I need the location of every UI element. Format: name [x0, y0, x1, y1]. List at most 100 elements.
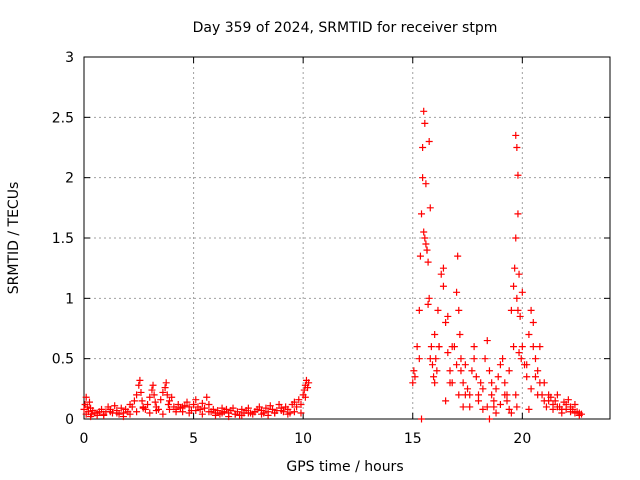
- data-point: [119, 413, 127, 421]
- axis-ticks: 0 5 10 15 20 0 0.5 1 1.5 2 2.5 3: [52, 50, 610, 447]
- data-point: [425, 294, 433, 302]
- data-point: [83, 403, 91, 411]
- data-point: [411, 373, 419, 381]
- data-point: [262, 404, 270, 412]
- data-point: [146, 409, 154, 417]
- data-point: [111, 402, 119, 410]
- data-point: [424, 258, 432, 266]
- x-axis-label: GPS time / hours: [286, 459, 403, 475]
- data-point: [185, 403, 193, 411]
- data-point: [297, 409, 305, 417]
- data-point: [126, 410, 134, 418]
- data-point: [421, 119, 429, 127]
- data-point: [304, 384, 312, 392]
- data-point: [418, 210, 426, 218]
- data-point: [238, 411, 246, 419]
- data-point: [442, 318, 450, 326]
- data-point: [420, 228, 428, 236]
- data-point: [424, 300, 432, 308]
- data-point: [161, 384, 169, 392]
- data-point: [564, 396, 572, 404]
- y-tick-label: 2: [65, 171, 74, 187]
- data-point: [507, 409, 515, 417]
- data-point: [475, 391, 482, 399]
- data-point: [409, 379, 417, 387]
- data-point: [205, 408, 213, 416]
- data-point: [461, 391, 469, 399]
- data-point: [164, 401, 172, 409]
- data-point: [529, 343, 537, 351]
- data-point: [510, 343, 518, 351]
- data-point: [512, 391, 520, 399]
- data-point: [571, 409, 579, 417]
- data-point: [485, 367, 493, 375]
- plot-frame: [83, 56, 611, 420]
- data-point: [157, 396, 165, 404]
- data-point: [483, 403, 491, 411]
- data-point: [461, 361, 469, 369]
- y-tick-label: 3: [65, 50, 74, 66]
- data-point: [218, 409, 226, 417]
- data-point: [162, 379, 170, 387]
- data-point: [231, 410, 239, 418]
- data-point: [455, 306, 463, 314]
- data-point: [492, 409, 500, 417]
- data-point: [470, 355, 478, 363]
- data-point: [419, 144, 427, 151]
- data-point: [501, 379, 509, 387]
- data-point: [457, 355, 465, 363]
- data-point: [490, 403, 498, 411]
- data-point: [444, 312, 452, 320]
- data-point: [290, 408, 298, 416]
- data-point: [549, 405, 557, 413]
- data-point: [475, 397, 482, 405]
- data-point: [542, 403, 550, 411]
- x-tick-label: 5: [189, 431, 198, 447]
- data-point: [222, 405, 230, 413]
- data-point: [133, 408, 141, 416]
- data-point: [503, 397, 511, 405]
- data-point: [418, 415, 426, 423]
- data-point: [531, 373, 539, 381]
- data-point: [490, 397, 498, 405]
- data-point: [275, 401, 283, 409]
- chart-title: Day 359 of 2024, SRMTID for receiver stp…: [193, 20, 498, 36]
- data-point: [82, 410, 90, 418]
- data-point: [201, 404, 209, 412]
- data-point: [513, 294, 521, 302]
- data-point: [209, 405, 217, 413]
- data-point: [174, 401, 182, 409]
- data-point: [551, 397, 559, 405]
- data-point: [488, 391, 496, 399]
- y-axis-label: SRMTID / TECUs: [6, 182, 22, 295]
- data-point: [428, 361, 436, 369]
- data-point: [485, 415, 493, 423]
- data-point: [426, 204, 434, 212]
- data-point: [437, 270, 445, 278]
- data-point: [446, 367, 454, 375]
- data-point: [426, 355, 434, 363]
- data-point: [514, 171, 522, 179]
- data-points: [80, 107, 586, 423]
- data-point: [525, 331, 533, 339]
- data-point: [472, 373, 480, 381]
- data-point: [130, 397, 138, 405]
- data-point: [459, 379, 467, 387]
- data-point: [225, 413, 233, 421]
- data-point: [165, 405, 173, 413]
- data-point: [511, 264, 519, 272]
- data-point: [547, 393, 555, 401]
- data-point: [138, 397, 146, 405]
- data-point: [513, 144, 521, 151]
- data-point: [144, 401, 152, 409]
- data-point: [82, 393, 90, 401]
- data-point: [212, 411, 219, 419]
- data-point: [505, 405, 513, 413]
- data-point: [238, 405, 246, 413]
- data-point: [492, 385, 500, 393]
- data-point: [415, 306, 423, 314]
- data-point: [185, 409, 193, 417]
- data-point: [431, 331, 439, 339]
- data-point: [205, 401, 213, 409]
